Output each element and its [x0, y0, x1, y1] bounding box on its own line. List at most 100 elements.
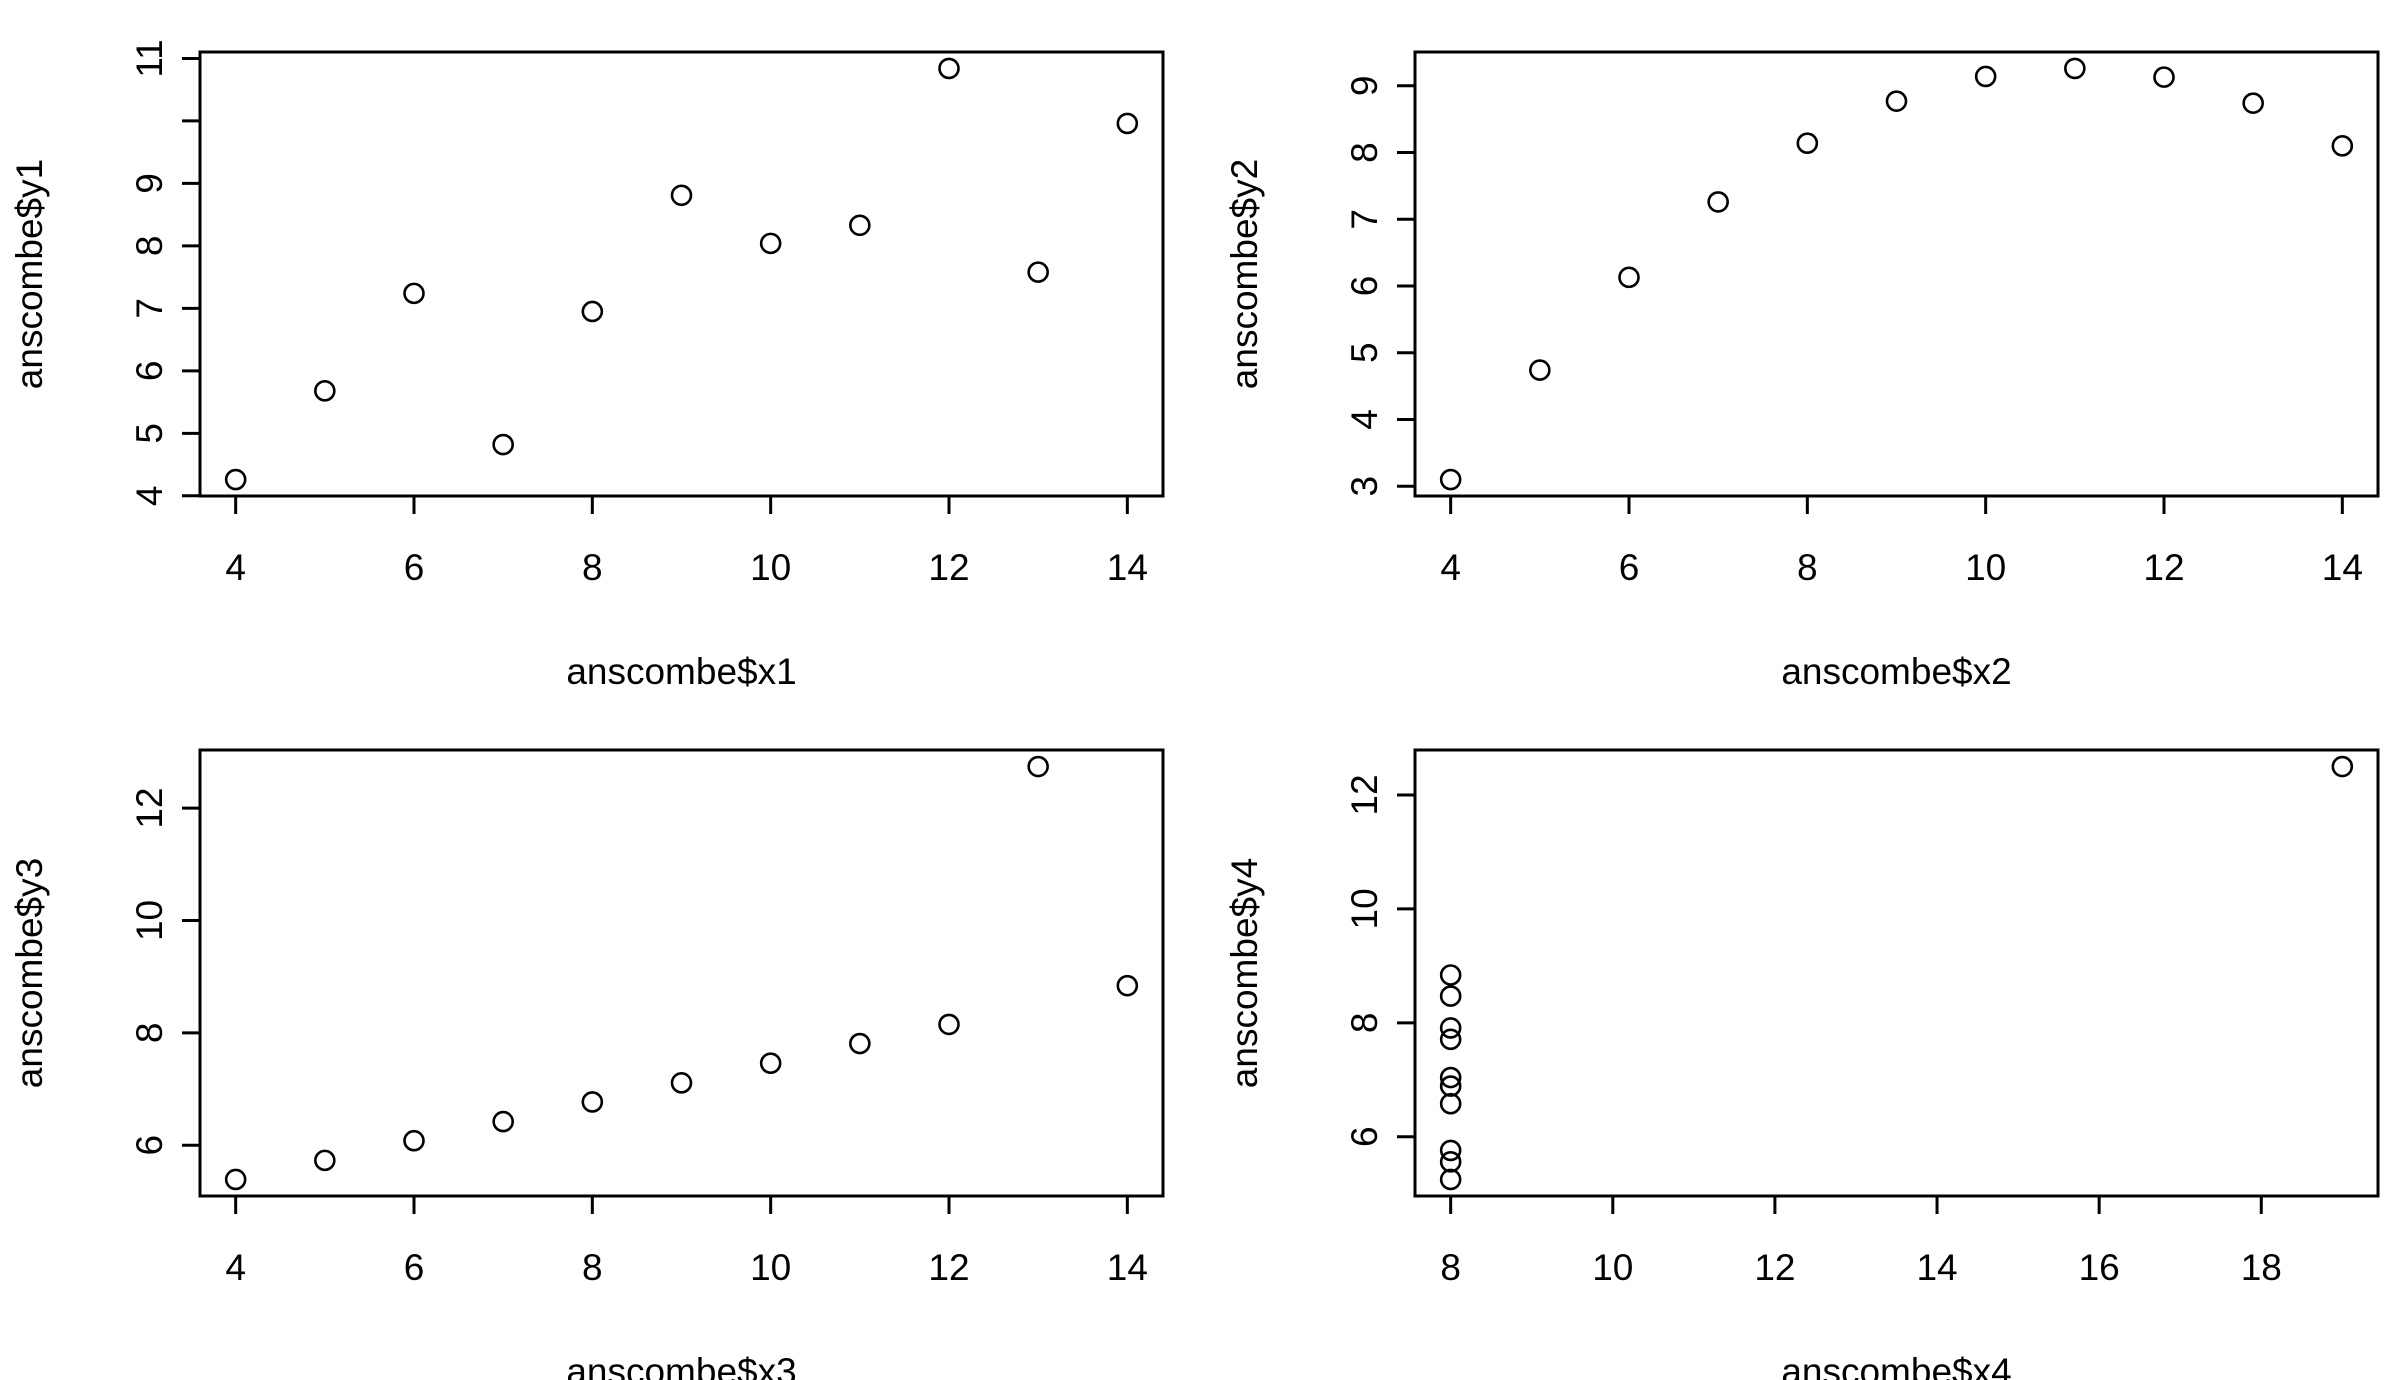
data-point — [1027, 261, 1049, 283]
data-point — [670, 184, 693, 207]
x-tick-label: 8 — [1797, 547, 1818, 588]
x-tick-label: 10 — [1965, 547, 2006, 588]
y-tick-label: 12 — [1344, 774, 1385, 815]
data-point — [1439, 1151, 1462, 1173]
plot-frame — [1413, 50, 2380, 498]
y-tick-label: 4 — [129, 486, 170, 507]
plot-frame — [198, 50, 1165, 498]
x-tick-label: 14 — [2322, 547, 2363, 588]
y-tick-label: 5 — [1344, 342, 1385, 363]
data-point — [938, 1013, 960, 1036]
y-tick-label: 6 — [129, 361, 170, 382]
x-tick-label: 10 — [1592, 1247, 1633, 1288]
data-point — [1974, 65, 1997, 88]
x-tick-label: 12 — [928, 547, 969, 588]
plot-frame — [198, 748, 1165, 1198]
x-tick-label: 6 — [404, 1247, 425, 1288]
x-tick-label: 12 — [2143, 547, 2184, 588]
data-point — [2064, 57, 2086, 80]
data-point — [1116, 112, 1139, 135]
data-point — [938, 57, 960, 80]
data-point — [1027, 755, 1049, 778]
data-point — [492, 433, 514, 456]
y-tick-label: 7 — [129, 298, 170, 319]
data-point — [849, 214, 871, 237]
data-point — [2331, 755, 2354, 778]
data-point — [224, 468, 247, 491]
y-tick-label: 6 — [1344, 276, 1385, 297]
x-axis-title: anscombe$x4 — [1781, 1351, 2011, 1380]
data-point — [1529, 359, 1551, 381]
y-tick-label: 8 — [1344, 1013, 1385, 1034]
data-point — [849, 1032, 871, 1055]
y-tick-label: 8 — [1344, 142, 1385, 163]
x-tick-label: 12 — [928, 1247, 969, 1288]
data-point — [1439, 1028, 1462, 1051]
x-tick-label: 14 — [1916, 1247, 1957, 1288]
y-tick-label: 10 — [1344, 888, 1385, 929]
data-point — [1439, 1139, 1462, 1162]
x-axis-title: anscombe$x1 — [566, 651, 796, 692]
y-tick-label: 3 — [1344, 476, 1385, 497]
y-tick-label: 8 — [129, 236, 170, 257]
x-tick-label: 16 — [2079, 1247, 2120, 1288]
x-axis-title: anscombe$x2 — [1781, 651, 2011, 692]
data-point — [224, 1168, 247, 1191]
x-tick-label: 8 — [582, 1247, 603, 1288]
y-axis-title: anscombe$y1 — [9, 159, 50, 389]
data-point — [2331, 135, 2354, 157]
y-tick-label: 7 — [1344, 209, 1385, 230]
scatter-panel-1: 4 6 8 10 12 14 4 5 6 7 8 9 11 anscombe$x1 anscombe$y1 — [9, 39, 1165, 692]
x-tick-label: 14 — [1107, 1247, 1148, 1288]
y-tick-label: 12 — [129, 788, 170, 829]
x-tick-label: 18 — [2241, 1247, 2282, 1288]
data-point — [1796, 132, 1819, 154]
x-tick-label: 8 — [582, 547, 603, 588]
x-tick-label: 12 — [1754, 1247, 1795, 1288]
data-point — [2242, 92, 2264, 114]
data-point — [1885, 90, 1908, 112]
x-tick-label: 10 — [750, 547, 791, 588]
x-tick-label: 6 — [404, 547, 425, 588]
y-axis-title: anscombe$y3 — [9, 858, 50, 1088]
data-point — [1439, 1075, 1462, 1097]
y-tick-label: 8 — [129, 1023, 170, 1044]
y-tick-label: 9 — [129, 173, 170, 194]
x-tick-label: 4 — [225, 1247, 246, 1288]
data-point — [1439, 964, 1462, 986]
y-axis-title: anscombe$y2 — [1224, 159, 1265, 389]
scatter-panel-2: 4 6 8 10 12 14 3 4 5 6 7 8 9 anscombe$x2 anscombe$y2 — [1224, 50, 2380, 692]
x-axis-title: anscombe$x3 — [566, 1351, 796, 1380]
data-point — [670, 1072, 693, 1094]
x-tick-label: 10 — [750, 1247, 791, 1288]
data-point — [403, 282, 425, 305]
y-tick-label: 11 — [129, 39, 170, 77]
data-point — [1439, 985, 1462, 1007]
scatter-panel-3: 4 6 8 10 12 14 6 8 10 12 anscombe$x3 anscombe$y3 — [9, 748, 1165, 1380]
y-tick-label: 6 — [129, 1135, 170, 1156]
x-tick-label: 4 — [1440, 547, 1461, 588]
data-point — [759, 232, 782, 255]
data-point — [1439, 1092, 1462, 1115]
x-tick-label: 6 — [1619, 547, 1640, 588]
x-tick-label: 8 — [1440, 1247, 1461, 1288]
data-point — [1707, 191, 1729, 213]
data-point — [314, 380, 336, 402]
data-point — [581, 300, 604, 323]
y-tick-label: 4 — [1344, 409, 1385, 430]
data-point — [492, 1110, 514, 1133]
data-point — [314, 1149, 336, 1172]
y-tick-label: 5 — [129, 423, 170, 444]
data-point — [1618, 266, 1640, 289]
x-tick-label: 4 — [225, 547, 246, 588]
data-point — [581, 1091, 604, 1113]
data-point — [403, 1129, 425, 1152]
data-point — [1439, 468, 1462, 491]
y-tick-label: 9 — [1344, 76, 1385, 97]
data-point — [1439, 1066, 1462, 1089]
data-point — [2153, 66, 2175, 88]
y-tick-label: 6 — [1344, 1126, 1385, 1147]
data-point — [1116, 974, 1139, 997]
x-tick-label: 14 — [1107, 547, 1148, 588]
y-axis-title: anscombe$y4 — [1224, 858, 1265, 1088]
